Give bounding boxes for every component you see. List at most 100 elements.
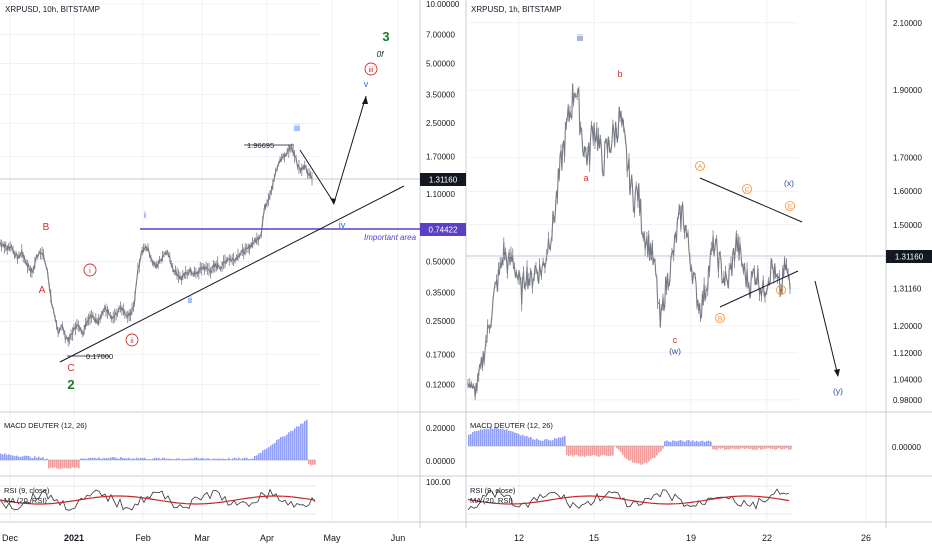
macd-bar [650,446,652,460]
macd-bar [66,460,68,468]
macd-bar [554,438,556,446]
macd-bar [776,446,778,449]
macd-bar [574,446,576,455]
wave-label-r-A: A [698,164,703,171]
macd-bar [742,446,744,448]
x-tick-label: 12 [514,533,524,543]
wave-label-C: C [67,363,74,374]
macd-bar [618,446,620,450]
y-tick-label: 2.50000 [426,119,455,128]
macd-bar [734,446,736,449]
y-tick-label: 0.35000 [426,288,455,297]
left-chart: 10.000007.000005.000003.500002.500001.70… [0,0,460,543]
macd-bar [202,458,204,460]
macd-bar [750,446,752,449]
macd-bar [270,445,272,460]
macd-bar [654,446,656,458]
macd-bar [540,441,542,446]
wave-label-iii: iii [294,123,300,133]
macd-bar [468,435,470,446]
macd-bar [280,437,282,460]
wave-label-r-C: C [745,187,750,194]
macd-bar [544,439,546,446]
macd-bar [272,444,274,460]
macd-bar [26,456,28,460]
triangle-lower-line [720,271,798,307]
y-tick-label: 1.70000 [893,154,922,163]
macd-bar [708,441,710,446]
macd-bar [620,446,622,452]
macd-bar [530,437,532,446]
macd-bar [572,446,574,457]
y-tick-label: 2.10000 [893,19,922,28]
y-tick-label: 1.70000 [426,152,455,161]
macd-bar [154,458,156,460]
macd-bar [244,458,246,460]
macd-bar [42,457,44,460]
right-macd-title: MACD DEUTER (12, 26) [470,421,553,430]
macd-bar [656,446,658,456]
macd-bar [268,447,270,460]
right-rsi-ma-title: MA (20, RSI) [470,496,513,505]
macd-bar [630,446,632,460]
y-tick-label: 1.60000 [893,187,922,196]
macd-bar [648,446,650,462]
macd-bar [470,434,472,446]
macd-bar [492,429,494,446]
macd-bar [90,458,92,460]
macd-bar [32,458,34,460]
wave-label-r-B: B [718,316,722,323]
y-tick-label: 0.50000 [426,258,455,267]
macd-bar [600,446,602,456]
macd-bar [514,433,516,446]
macd-bar [594,446,596,455]
wave-label-r-y: (y) [833,386,843,396]
macd-bar [114,457,116,460]
macd-bar [48,460,50,468]
macd-bar [622,446,624,455]
wave-label-circ-ii: ii [130,336,134,345]
macd-bar [294,428,296,460]
macd-bar [68,460,70,468]
macd-bar [780,446,782,450]
macd-bar [278,439,280,460]
macd-bar [292,431,294,460]
macd-bar [64,460,66,468]
macd-bar [538,440,540,446]
macd-bar [672,440,674,446]
macd-bar [714,446,716,450]
macd-bar [786,446,788,448]
y-tick-label: 5.00000 [426,60,455,69]
macd-bar [486,429,488,446]
macd-bar [552,440,554,446]
left-projection-arrowhead [362,96,368,104]
x-tick-label: Apr [260,533,274,543]
macd-bar [758,446,760,448]
x-tick-label: Mar [194,533,210,543]
macd-bar [478,431,480,446]
macd-bar [308,460,310,464]
macd-bar [310,460,312,466]
macd-bar [12,455,14,460]
wave-label-r-c: c [673,335,678,345]
macd-bar [774,446,776,450]
macd-bar [72,460,74,467]
macd-bar [612,446,614,455]
left-rsi-title: RSI (9, close) [4,486,50,495]
macd-bar [740,446,742,448]
macd-bar [746,446,748,448]
macd-bar [472,432,474,446]
macd-bar [644,446,646,463]
macd-bar [480,429,482,446]
macd-bar [754,446,756,450]
macd-bar [476,431,478,446]
macd-bar [144,458,146,460]
macd-bar [718,446,720,448]
wave-label-r-w: (w) [669,346,681,356]
important-level-value: 0.74422 [429,226,458,235]
wave-label-r-E: E [788,204,793,211]
right-macd-tick-0: 0.00000 [892,443,921,452]
macd-bar [634,446,636,463]
x-tick-label: 22 [762,533,772,543]
